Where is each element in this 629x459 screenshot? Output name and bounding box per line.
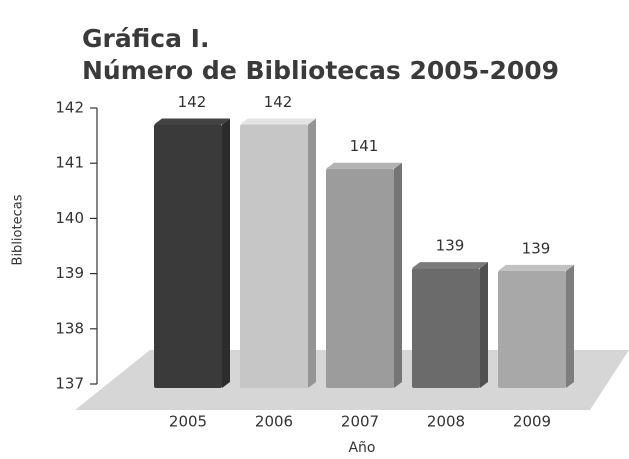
x-tick-label: 2009 — [513, 413, 551, 431]
y-tick-label: 142 — [55, 99, 84, 117]
data-label: 139 — [436, 237, 465, 255]
y-tick-label: 137 — [55, 375, 84, 393]
data-label: 141 — [350, 137, 379, 155]
bar-top — [240, 118, 316, 125]
y-tick-label: 138 — [55, 319, 84, 337]
bar-side — [308, 118, 316, 388]
x-tick-label: 2006 — [255, 413, 293, 431]
x-tick-label: 2007 — [341, 413, 379, 431]
bar — [240, 124, 308, 388]
data-label: 139 — [522, 239, 551, 257]
bar-top — [412, 262, 488, 269]
bar-side — [566, 264, 574, 388]
data-label: 142 — [264, 93, 293, 111]
bar-top — [498, 264, 574, 271]
y-tick-label: 140 — [55, 209, 84, 227]
y-axis-label: Bibliotecas — [11, 194, 26, 265]
bar — [498, 270, 566, 388]
chart-title: Gráfica I. — [82, 24, 209, 53]
bar-side — [222, 118, 230, 388]
y-tick-label: 141 — [55, 154, 84, 172]
chart-subtitle: Número de Bibliotecas 2005-2009 — [82, 56, 559, 85]
bar — [154, 124, 222, 388]
y-tick-label: 139 — [55, 264, 84, 282]
bar-side — [394, 162, 402, 388]
bar — [326, 168, 394, 388]
data-label: 142 — [178, 93, 207, 111]
bar-side — [480, 262, 488, 388]
bar-top — [154, 118, 230, 125]
bar-top — [326, 162, 402, 169]
x-tick-label: 2008 — [427, 413, 465, 431]
x-axis-label: Año — [348, 440, 375, 456]
x-tick-label: 2005 — [169, 413, 207, 431]
bar — [412, 268, 480, 388]
